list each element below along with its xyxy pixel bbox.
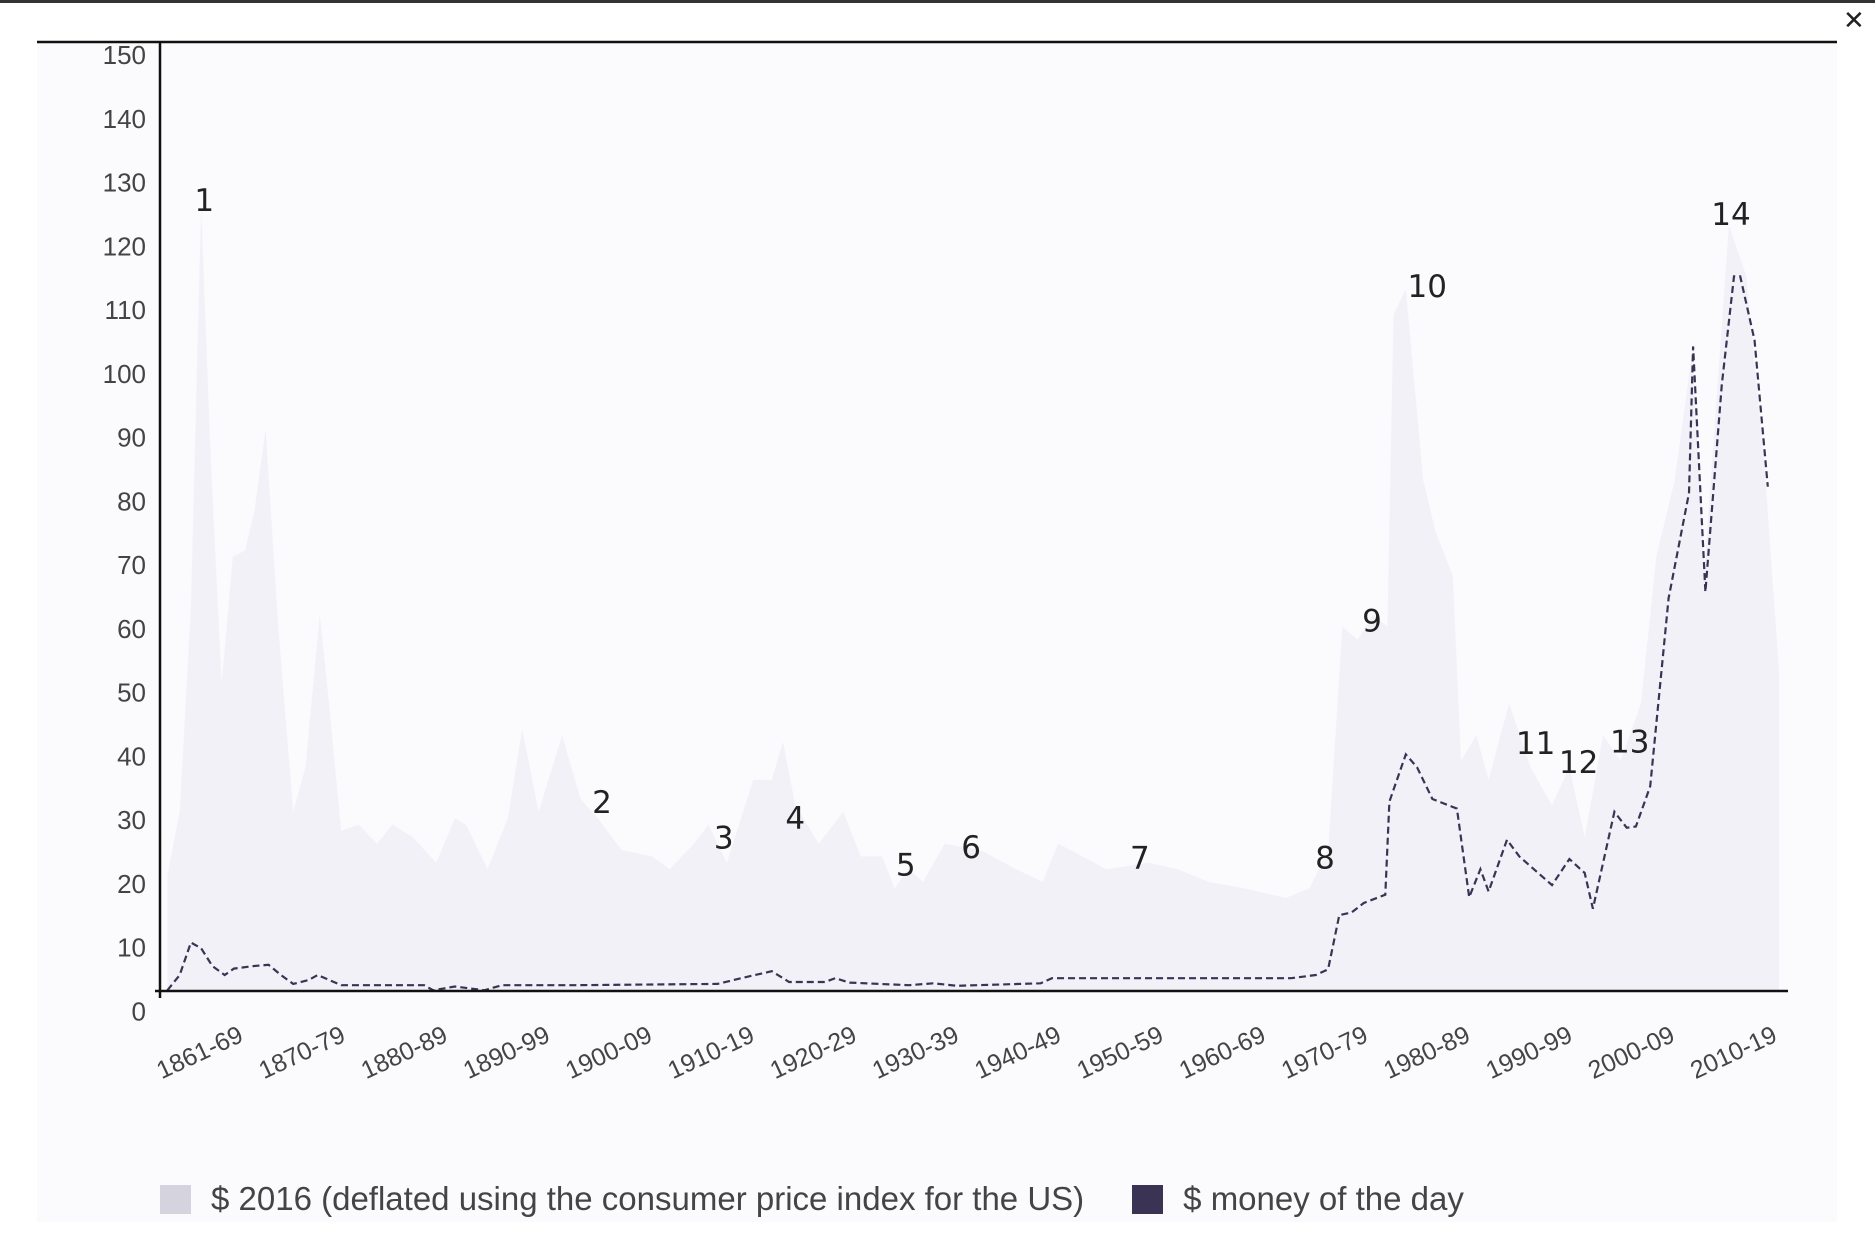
series-area-real-2016 xyxy=(167,206,1780,991)
y-tick-label: 150 xyxy=(103,40,146,70)
x-tick-label: 2000-09 xyxy=(1584,1021,1679,1085)
legend: $ 2016 (deflated using the consumer pric… xyxy=(160,1180,1512,1218)
x-tick-label: 1940-49 xyxy=(970,1021,1065,1085)
y-tick-label: 50 xyxy=(117,678,146,708)
y-tick-label: 40 xyxy=(117,741,146,771)
y-tick-label: 60 xyxy=(117,614,146,644)
y-tick-label: 120 xyxy=(103,231,146,261)
y-tick-label: 90 xyxy=(117,423,146,453)
x-tick-label: 1970-79 xyxy=(1277,1021,1372,1085)
annotation-label: 2 xyxy=(592,785,612,821)
x-tick-label: 1920-29 xyxy=(766,1021,861,1085)
y-tick-label: 80 xyxy=(117,486,146,516)
annotation-label: 7 xyxy=(1130,841,1150,877)
annotation-label: 9 xyxy=(1362,604,1382,640)
legend-swatch-nominal xyxy=(1132,1184,1164,1214)
y-tick-label: 0 xyxy=(132,996,146,1026)
x-tick-label: 1950-59 xyxy=(1073,1021,1168,1085)
y-tick-label: 70 xyxy=(117,550,146,580)
x-tick-label: 1880-89 xyxy=(357,1021,452,1085)
x-tick-label: 1990-99 xyxy=(1482,1021,1577,1085)
x-tick-label: 1900-09 xyxy=(561,1021,656,1085)
legend-item-nominal: $ money of the day xyxy=(1132,1180,1464,1218)
annotation-label: 5 xyxy=(896,848,916,884)
annotation-label: 8 xyxy=(1315,841,1335,877)
y-tick-label: 10 xyxy=(117,933,146,963)
y-tick-label: 30 xyxy=(117,805,146,835)
annotation-label: 11 xyxy=(1516,726,1555,762)
x-tick-label: 1861-69 xyxy=(152,1021,247,1085)
x-tick-label: 1960-69 xyxy=(1175,1021,1270,1085)
annotation-label: 13 xyxy=(1610,725,1649,761)
x-tick-label: 1870-79 xyxy=(255,1021,350,1085)
window-top-bar xyxy=(0,0,1875,3)
x-tick-label: 2010-19 xyxy=(1686,1021,1781,1085)
legend-item-real: $ 2016 (deflated using the consumer pric… xyxy=(160,1180,1084,1218)
legend-label-real: $ 2016 (deflated using the consumer pric… xyxy=(211,1180,1085,1217)
legend-swatch-real xyxy=(160,1184,191,1214)
annotation-label: 14 xyxy=(1711,197,1750,233)
chart-panel xyxy=(37,42,1837,1222)
annotation-label: 6 xyxy=(961,830,981,866)
x-tick-label: 1980-89 xyxy=(1379,1021,1474,1085)
annotation-label: 10 xyxy=(1408,269,1447,305)
annotation-label: 3 xyxy=(714,820,734,856)
annotation-label: 1 xyxy=(194,183,214,219)
close-icon[interactable]: ✕ xyxy=(1843,5,1865,35)
y-tick-label: 100 xyxy=(103,359,146,389)
y-tick-label: 130 xyxy=(103,168,146,198)
y-tick-label: 110 xyxy=(105,295,146,325)
x-tick-label: 1910-19 xyxy=(664,1021,759,1085)
x-tick-label: 1890-99 xyxy=(459,1021,554,1085)
series-line-money-of-the-day xyxy=(166,275,1769,992)
legend-label-nominal: $ money of the day xyxy=(1183,1180,1464,1217)
annotation-label: 12 xyxy=(1559,745,1598,781)
x-tick-label: 1930-39 xyxy=(868,1021,963,1085)
annotation-label: 4 xyxy=(785,801,805,837)
y-tick-label: 140 xyxy=(103,104,146,134)
y-tick-label: 20 xyxy=(117,869,146,899)
